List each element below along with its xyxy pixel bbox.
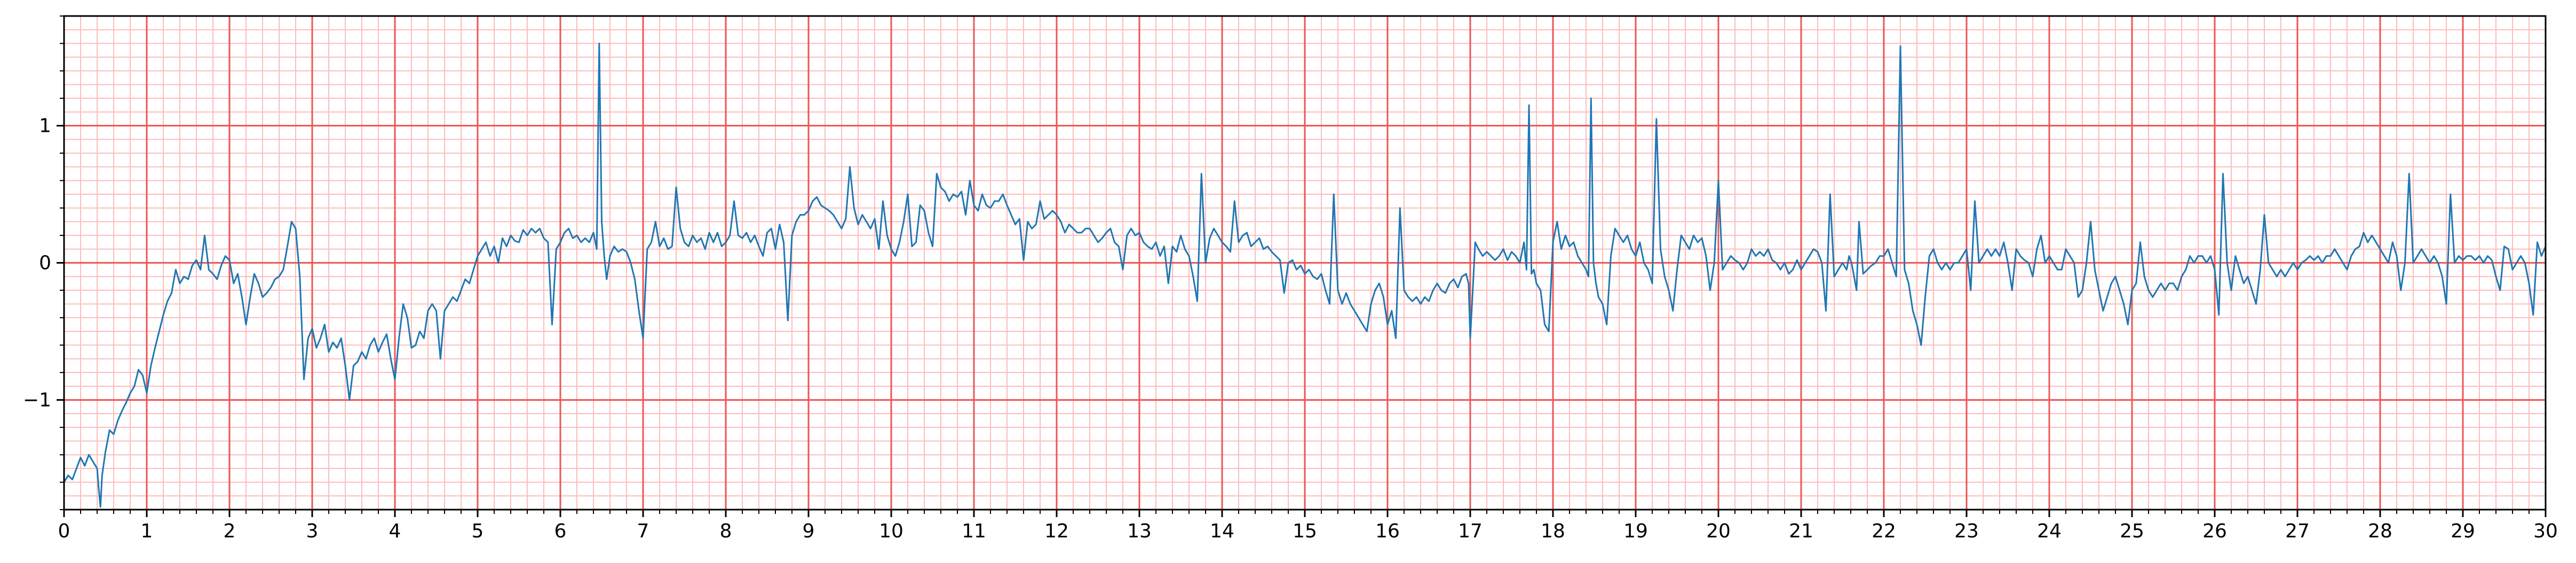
x-tick-label: 0 — [58, 520, 70, 542]
x-tick-label: 16 — [1375, 520, 1400, 542]
x-tick-label: 9 — [803, 520, 815, 542]
x-tick-label: 2 — [224, 520, 236, 542]
x-tick-label: 22 — [1872, 520, 1896, 542]
x-tick-label: 29 — [2451, 520, 2475, 542]
x-axis-ticks: 0 1 2 3 4 5 6 7 8 9 10 11 12 13 14 15 16 17 18 19 20 21 22 23 24… — [58, 510, 2558, 542]
major-gridlines — [63, 16, 2547, 510]
x-tick-label: 6 — [554, 520, 567, 542]
x-tick-label: 3 — [306, 520, 319, 542]
x-tick-label: 12 — [1044, 520, 1069, 542]
x-tick-label: 15 — [1293, 520, 1317, 542]
series-line — [63, 42, 2547, 508]
x-tick-label: 19 — [1623, 520, 1648, 542]
x-tick-label: 14 — [1210, 520, 1234, 542]
x-tick-label: 30 — [2533, 520, 2558, 542]
x-tick-label: 10 — [879, 520, 903, 542]
x-tick-label: 20 — [1706, 520, 1731, 542]
x-tick-label: 5 — [472, 520, 484, 542]
y-tick-label: 1 — [39, 115, 51, 137]
signal-series — [63, 42, 2547, 508]
y-tick-label: 0 — [39, 252, 51, 274]
x-tick-label: 27 — [2285, 520, 2310, 542]
x-tick-label: 7 — [637, 520, 649, 542]
x-tick-label: 17 — [1458, 520, 1483, 542]
x-tick-label: 26 — [2202, 520, 2227, 542]
x-tick-label: 11 — [962, 520, 986, 542]
x-tick-label: 4 — [389, 520, 401, 542]
x-tick-label: 18 — [1541, 520, 1565, 542]
y-tick-label: −1 — [23, 389, 51, 411]
x-tick-label: 25 — [2120, 520, 2144, 542]
x-tick-label: 28 — [2368, 520, 2392, 542]
y-axis-ticks: −1 0 1 — [23, 15, 64, 510]
x-tick-label: 24 — [2037, 520, 2062, 542]
x-tick-label: 1 — [141, 520, 153, 542]
x-tick-label: 8 — [720, 520, 732, 542]
x-tick-label: 23 — [1954, 520, 1979, 542]
x-tick-label: 21 — [1789, 520, 1813, 542]
x-tick-label: 13 — [1127, 520, 1152, 542]
